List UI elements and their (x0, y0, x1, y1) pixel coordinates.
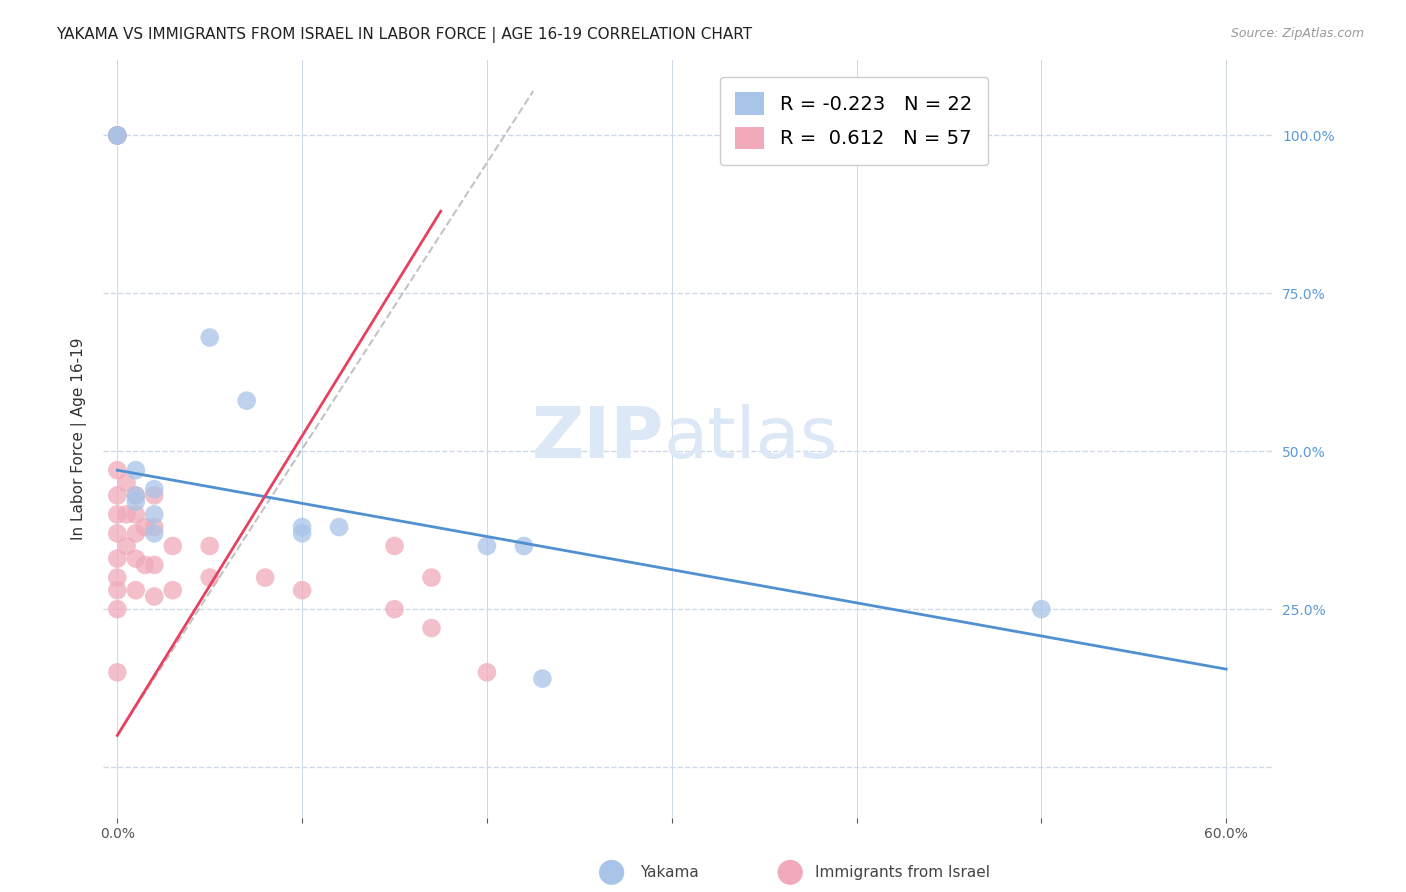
Point (420, 621, 443, 635)
Point (291, 526, 314, 541)
Point (125, 488, 148, 502)
Point (125, 583, 148, 598)
Point (198, 330, 221, 344)
Point (105, 665, 128, 680)
Point (254, 570, 277, 584)
Point (125, 551, 148, 566)
Text: YAKAMA VS IMMIGRANTS FROM ISRAEL IN LABOR FORCE | AGE 16-19 CORRELATION CHART: YAKAMA VS IMMIGRANTS FROM ISRAEL IN LABO… (56, 27, 752, 43)
Point (105, 128, 128, 143)
Point (105, 128, 128, 143)
Point (162, 539, 184, 553)
Point (384, 602, 406, 616)
Point (531, 672, 554, 686)
Point (125, 488, 148, 502)
Point (1031, 602, 1053, 616)
Point (198, 539, 221, 553)
Point (513, 539, 536, 553)
Point (235, 393, 257, 408)
Point (105, 488, 128, 502)
Point (115, 508, 138, 522)
Point (291, 583, 314, 598)
Point (105, 463, 128, 477)
Point (115, 475, 138, 490)
Text: Immigrants from Israel: Immigrants from Israel (815, 865, 990, 880)
Point (105, 570, 128, 584)
Text: ZIP: ZIP (531, 404, 664, 473)
Point (291, 520, 314, 534)
Point (475, 539, 498, 553)
Point (105, 128, 128, 143)
Y-axis label: In Labor Force | Age 16-19: In Labor Force | Age 16-19 (72, 337, 87, 540)
Point (143, 508, 166, 522)
Point (105, 128, 128, 143)
Point (143, 526, 166, 541)
Point (198, 570, 221, 584)
Point (475, 665, 498, 680)
Point (143, 482, 166, 496)
Point (105, 602, 128, 616)
Text: atlas: atlas (664, 404, 838, 473)
Point (105, 526, 128, 541)
Point (125, 495, 148, 509)
Point (143, 520, 166, 534)
Point (134, 520, 156, 534)
Point (162, 583, 184, 598)
Point (134, 558, 156, 572)
Point (115, 539, 138, 553)
Text: Source: ZipAtlas.com: Source: ZipAtlas.com (1230, 27, 1364, 40)
Point (143, 488, 166, 502)
Point (143, 590, 166, 604)
Point (125, 463, 148, 477)
Point (143, 558, 166, 572)
Point (125, 508, 148, 522)
Text: Yakama: Yakama (640, 865, 699, 880)
Point (420, 570, 443, 584)
Point (125, 526, 148, 541)
Point (105, 508, 128, 522)
Point (105, 551, 128, 566)
Point (328, 520, 350, 534)
Point (384, 539, 406, 553)
Point (105, 128, 128, 143)
Legend: R = -0.223   N = 22, R =  0.612   N = 57: R = -0.223 N = 22, R = 0.612 N = 57 (720, 77, 988, 165)
Point (105, 583, 128, 598)
